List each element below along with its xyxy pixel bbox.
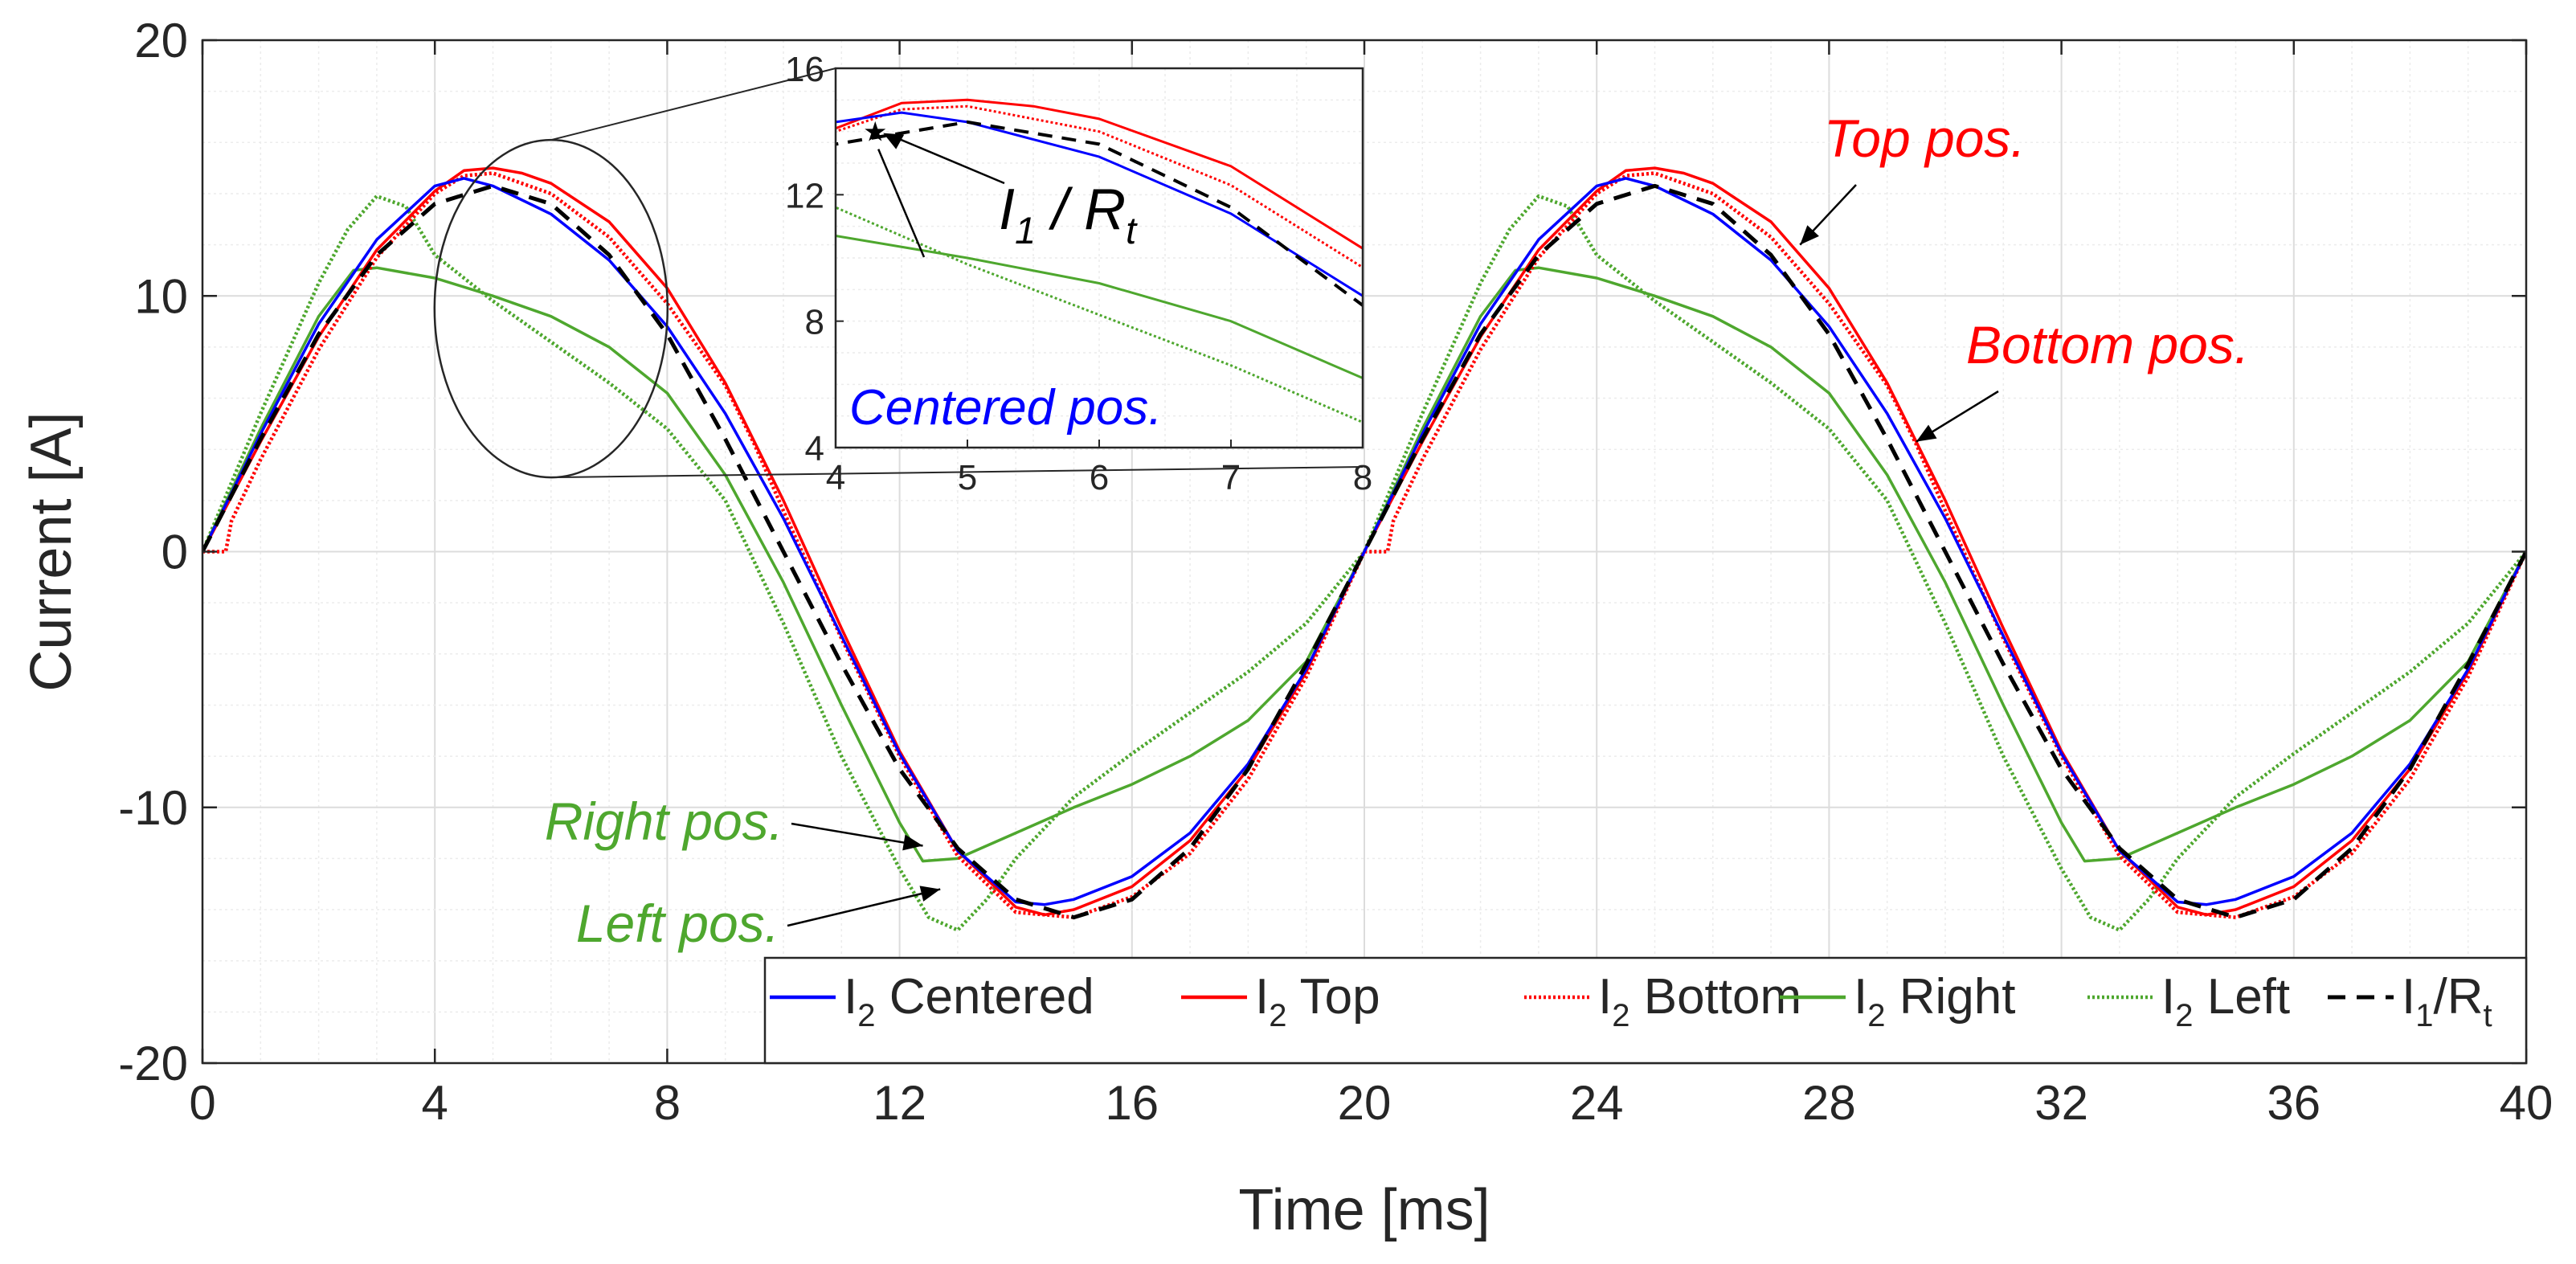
x-tick-label: 20: [1338, 1076, 1392, 1130]
annotation-label: Right pos.: [545, 792, 783, 851]
zoom-connector-bottom: [550, 466, 1364, 479]
annotation-label: Left pos.: [576, 894, 779, 953]
inset-series-line-centered: [836, 111, 1363, 298]
x-tick-label: 16: [1105, 1076, 1159, 1130]
annotation-arrow: [787, 888, 941, 927]
annotation-label: Top pos.: [1824, 108, 2026, 168]
y-axis-label: Current [A]: [19, 411, 84, 691]
legend-label-centered: I2 Centered: [844, 969, 1094, 1033]
inset-x-tick-label: 6: [1090, 458, 1109, 497]
y-tick-label: 0: [162, 526, 188, 579]
legend-label-ref: I1/Rt: [2402, 969, 2492, 1033]
y-tick-label: 10: [134, 269, 188, 323]
inset-annotation-arrowhead: [883, 133, 905, 149]
inset-series-line-top: [836, 98, 1363, 251]
annotation-arrowhead: [1800, 225, 1819, 245]
legend: I2 Centered I2 Top I2 Bottom I2 Right I2 Lef…: [763, 956, 2528, 1065]
inset-x-tick-label: 4: [826, 458, 845, 497]
inset-y-tick-label: 16: [785, 50, 824, 89]
legend-label-bottom: I2 Bottom: [1598, 969, 1801, 1033]
x-tick-label: 36: [2267, 1076, 2320, 1130]
x-tick-label: 0: [189, 1076, 215, 1130]
annotation-arrow: [791, 822, 923, 847]
annotation-arrowhead: [919, 886, 941, 902]
inset-annotation-arrow-2: [877, 149, 926, 258]
annotation-arrowhead: [902, 834, 923, 851]
legend-box: [763, 956, 2528, 1065]
zoom-indicator: [433, 67, 1364, 479]
inset-series-line-right: [836, 234, 1363, 380]
main-series-group: [202, 166, 2526, 932]
x-tick-label: 32: [2034, 1076, 2088, 1130]
inset-x-tick-label: 5: [958, 458, 977, 497]
inset-plot: 4 5 6 7 8 4 8 12 16 ★ I1 / Rt Centered pos.: [785, 50, 1372, 497]
inset-centered-label: Centered pos.: [849, 380, 1162, 436]
x-tick-label: 40: [2500, 1076, 2554, 1130]
series-line-ref: [202, 183, 2526, 920]
series-line-centered: [202, 177, 2526, 906]
x-tick-label: 8: [654, 1076, 681, 1130]
y-tick-label: 20: [134, 14, 188, 67]
zoom-connector-top: [550, 67, 836, 141]
x-tick-label: 12: [873, 1076, 926, 1130]
legend-label-right: I2 Right: [1854, 969, 2015, 1033]
x-tick-label: 4: [422, 1076, 448, 1130]
x-axis-label: Time [ms]: [1238, 1178, 1490, 1242]
annotation-label: Bottom pos.: [1966, 315, 2249, 374]
x-tick-label: 24: [1570, 1076, 1624, 1130]
annotation-arrowhead: [1916, 424, 1937, 442]
y-tick-label: -20: [118, 1037, 188, 1090]
annotations: Top pos. Bottom pos. Right pos. Left pos.: [545, 108, 2249, 953]
inset-x-tick-label: 8: [1353, 458, 1372, 497]
inset-annotation-arrow: [892, 135, 1005, 185]
zoom-ellipse: [433, 138, 669, 479]
inset-x-tick-label: 7: [1221, 458, 1241, 497]
legend-label-top: I2 Top: [1255, 969, 1380, 1033]
inset-y-tick-label: 12: [785, 176, 824, 215]
legend-label-left: I2 Left: [2161, 969, 2290, 1033]
inset-y-tick-label: 8: [805, 303, 824, 342]
star-marker-icon: ★: [863, 117, 887, 148]
inset-series-group: [836, 98, 1363, 424]
y-tick-label: -10: [118, 781, 188, 835]
inset-y-tick-label: 4: [805, 429, 824, 468]
inset-series-line-bottom: [836, 104, 1363, 269]
inset-annotation-label: I1 / Rt: [999, 178, 1138, 252]
x-tick-label: 28: [1802, 1076, 1856, 1130]
